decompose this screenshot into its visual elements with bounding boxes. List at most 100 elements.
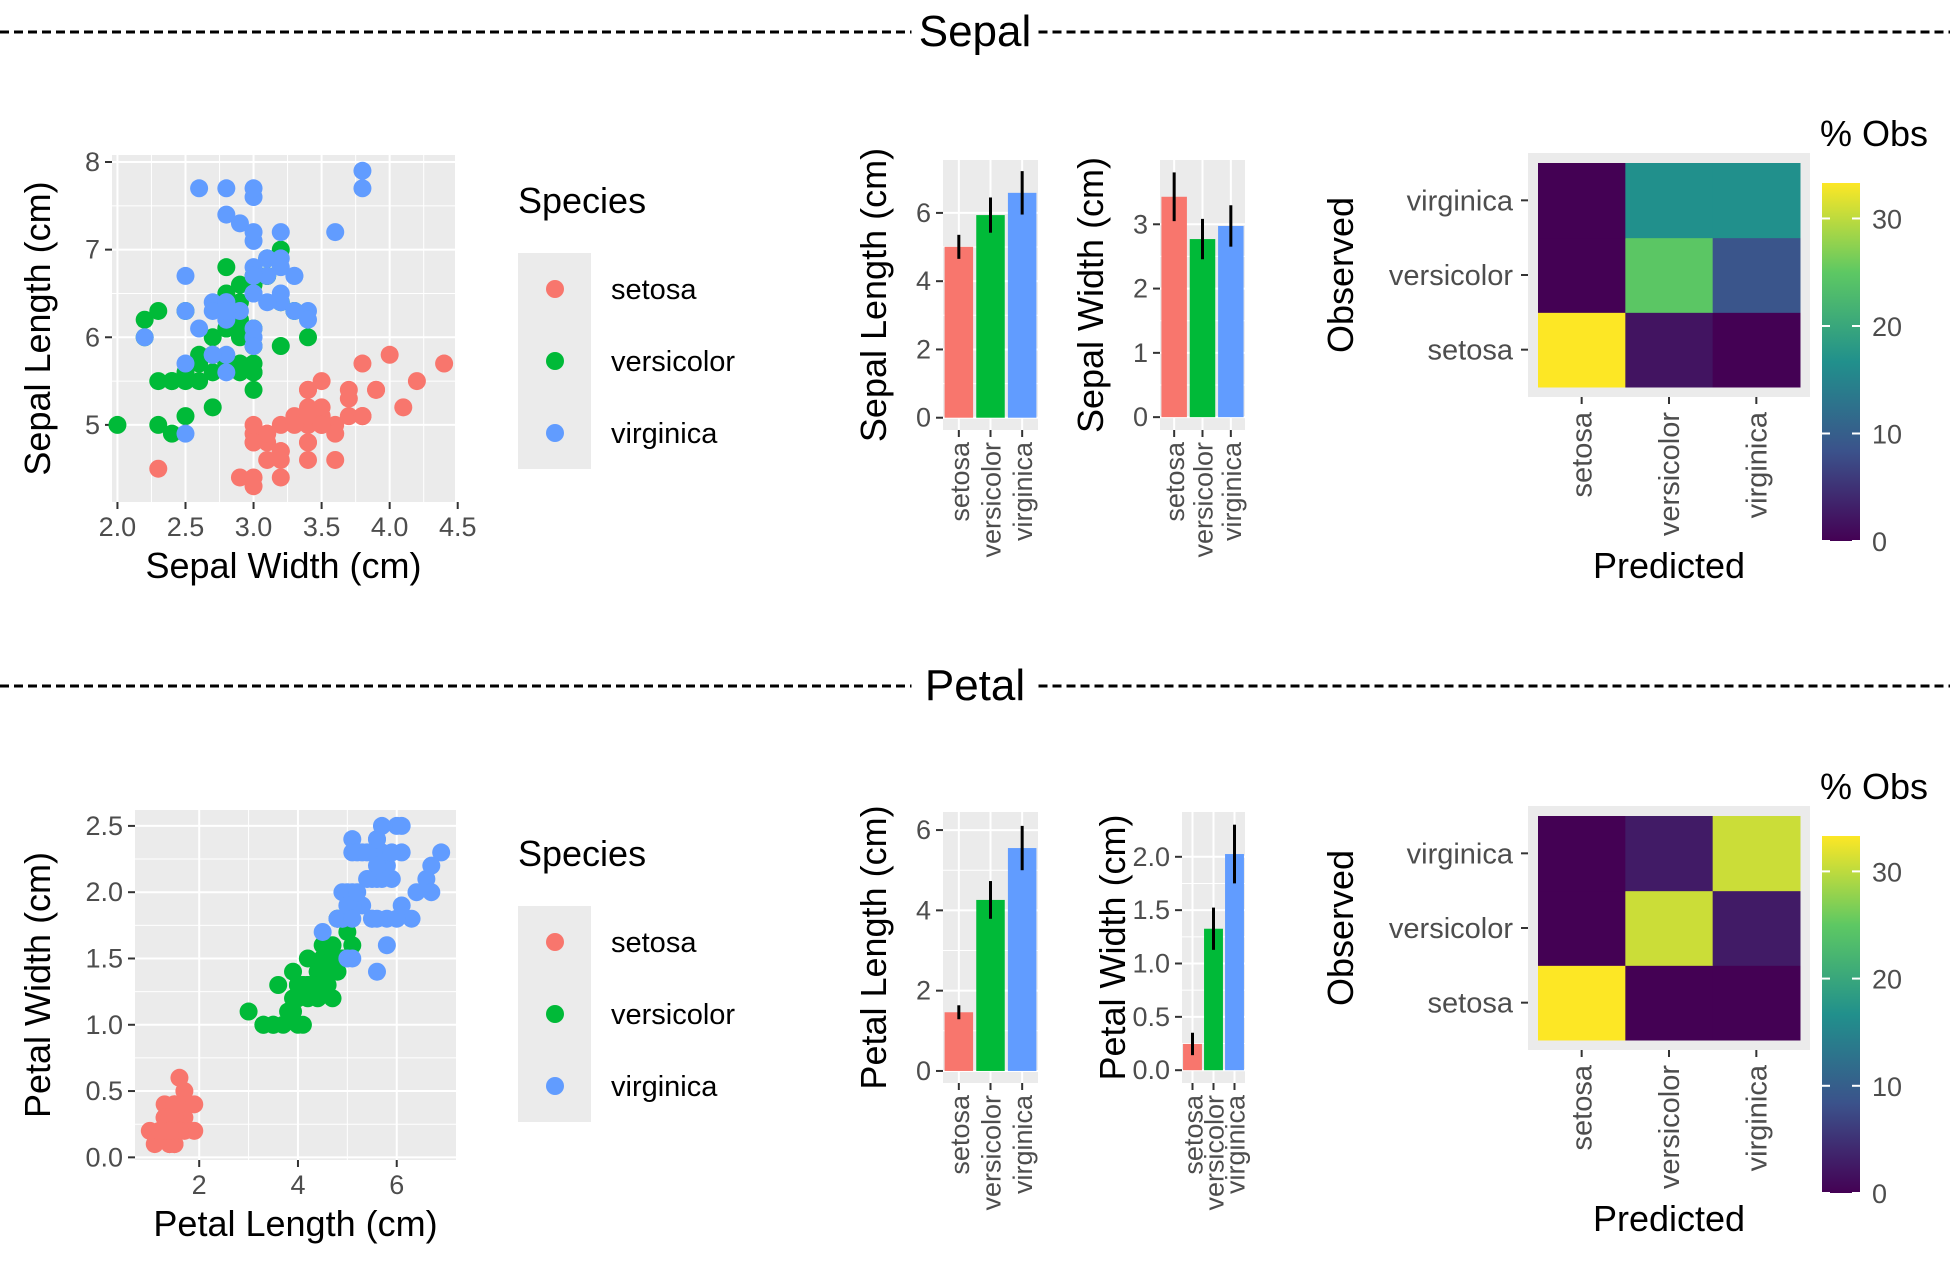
heatmap-cell-setosa-virginica [1712, 965, 1801, 1041]
bar1-xtick-label-virginica: virginica [1008, 441, 1038, 541]
scatter-point-versicolor [230, 354, 249, 373]
scatter-point-virginica [230, 301, 249, 320]
scatter-xtick-label: 4.0 [371, 512, 409, 542]
bar2-ytick-label: 0.0 [1132, 1055, 1170, 1085]
species-legend-swatch-setosa [546, 933, 564, 951]
scatter-point-versicolor [149, 301, 168, 320]
scatter-point-versicolor [230, 275, 249, 294]
scatter-xtick-label: 6 [389, 1170, 404, 1200]
scatter-ytick-label: 7 [85, 235, 100, 265]
scatter-point-virginica [271, 223, 290, 242]
scatter-point-virginica [271, 258, 290, 277]
heatmap-legend-title: % Obs [1820, 766, 1928, 807]
scatter-point-setosa [271, 468, 290, 487]
scatter-point-virginica [258, 249, 277, 268]
scatter-point-setosa [312, 398, 331, 417]
heatmap-cell-versicolor-versicolor [1625, 237, 1714, 313]
scatter-point-virginica [382, 843, 401, 862]
scatter-xtick-label: 2 [192, 1170, 207, 1200]
bar2-bar-setosa [1161, 196, 1187, 418]
scatter-point-virginica [176, 424, 195, 443]
heatmap-xtick-label-virginica: virginica [1741, 1064, 1773, 1171]
scatter-y-axis-label: Petal Width (cm) [17, 852, 58, 1118]
bar1-bar-virginica [1007, 192, 1037, 418]
scatter-point-setosa [326, 424, 345, 443]
scatter-point-virginica [363, 909, 382, 928]
scatter-xtick-label: 3.0 [235, 512, 273, 542]
bar1-ytick-label: 0 [916, 1056, 931, 1086]
heatmap-cell-versicolor-setosa [1538, 237, 1626, 313]
scatter-y-axis-label: Sepal Length (cm) [17, 181, 58, 475]
scatter-point-versicolor [135, 310, 154, 329]
scatter-x-axis-label: Sepal Width (cm) [145, 545, 421, 586]
bar1-xtick-label-setosa: setosa [945, 1094, 975, 1175]
scatter-point-versicolor [254, 1015, 273, 1034]
scatter-point-virginica [217, 345, 236, 364]
scatter-point-versicolor [162, 424, 181, 443]
scatter-point-virginica [271, 293, 290, 312]
scatter-ytick-label: 0.0 [85, 1142, 123, 1172]
scatter-point-virginica [348, 883, 367, 902]
scatter-point-virginica [135, 328, 154, 347]
scatter-point-virginica [432, 843, 451, 862]
scatter-point-setosa [258, 450, 277, 469]
heatmap-ytick-label-versicolor: versicolor [1389, 260, 1513, 292]
bar1-xtick-label-virginica: virginica [1008, 1094, 1038, 1194]
scatter-point-setosa [170, 1068, 189, 1087]
species-legend-label-versicolor: versicolor [611, 346, 735, 378]
scatter-point-setosa [339, 389, 358, 408]
heatmap-cell-setosa-versicolor [1625, 965, 1714, 1041]
scatter-point-versicolor [149, 372, 168, 391]
scatter-point-versicolor [323, 989, 342, 1008]
scatter-point-versicolor [271, 337, 290, 356]
bar1-bar-versicolor [976, 215, 1005, 418]
bar2-ytick-label: 1 [1133, 338, 1148, 368]
bar1-xtick-label-versicolor: versicolor [977, 1095, 1007, 1211]
scatter-point-virginica [176, 301, 195, 320]
scatter-ytick-label: 2.0 [85, 877, 123, 907]
bar1-ytick-label: 4 [916, 895, 931, 925]
scatter-point-virginica [326, 223, 345, 242]
heatmap-cell-virginica-setosa [1538, 163, 1626, 239]
heatmap-colorbar-label: 20 [1872, 312, 1902, 342]
scatter-point-virginica [407, 883, 426, 902]
heatmap-cell-versicolor-versicolor [1625, 890, 1714, 966]
heatmap-cell-setosa-versicolor [1625, 312, 1714, 388]
scatter-point-virginica [422, 856, 441, 875]
heatmap-x-axis-label: Predicted [1593, 545, 1745, 586]
scatter-point-setosa [185, 1121, 204, 1140]
species-legend-swatch-virginica [546, 424, 564, 442]
scatter-point-versicolor [293, 976, 312, 994]
scatter-point-virginica [392, 816, 411, 835]
scatter-point-setosa [244, 468, 263, 487]
scatter-xtick-label: 4.5 [439, 512, 477, 542]
heatmap-colorbar-label: 30 [1872, 204, 1902, 234]
scatter-point-versicolor [149, 415, 168, 434]
scatter-point-virginica [358, 869, 377, 888]
heatmap-cell-virginica-virginica [1712, 816, 1801, 892]
scatter-point-virginica [367, 962, 386, 981]
scatter-point-setosa [244, 415, 263, 434]
scatter-point-virginica [402, 909, 421, 928]
scatter-point-virginica [217, 205, 236, 224]
bar1-ytick-label: 2 [916, 334, 931, 364]
scatter-point-virginica [244, 284, 263, 303]
scatter-point-virginica [328, 909, 347, 928]
scatter-point-virginica [285, 301, 304, 320]
scatter-point-setosa [160, 1121, 179, 1140]
scatter-point-virginica [313, 922, 332, 941]
scatter-point-versicolor [190, 372, 209, 391]
heatmap-cell-virginica-versicolor [1625, 163, 1714, 239]
scatter-xtick-label: 3.5 [303, 512, 341, 542]
scatter-point-versicolor [244, 354, 263, 373]
heatmap-legend-title: % Obs [1820, 113, 1928, 154]
section-title: Sepal [919, 7, 1032, 56]
scatter-point-setosa [312, 415, 331, 434]
heatmap-ytick-label-virginica: virginica [1407, 838, 1514, 870]
bar2-bar-virginica [1225, 854, 1244, 1071]
species-legend-label-setosa: setosa [611, 274, 697, 306]
heatmap-colorbar [1822, 836, 1860, 1193]
bar2-xtick-label-setosa: setosa [1160, 441, 1190, 522]
scatter-point-versicolor [318, 962, 337, 981]
bar1-ytick-label: 2 [916, 976, 931, 1006]
